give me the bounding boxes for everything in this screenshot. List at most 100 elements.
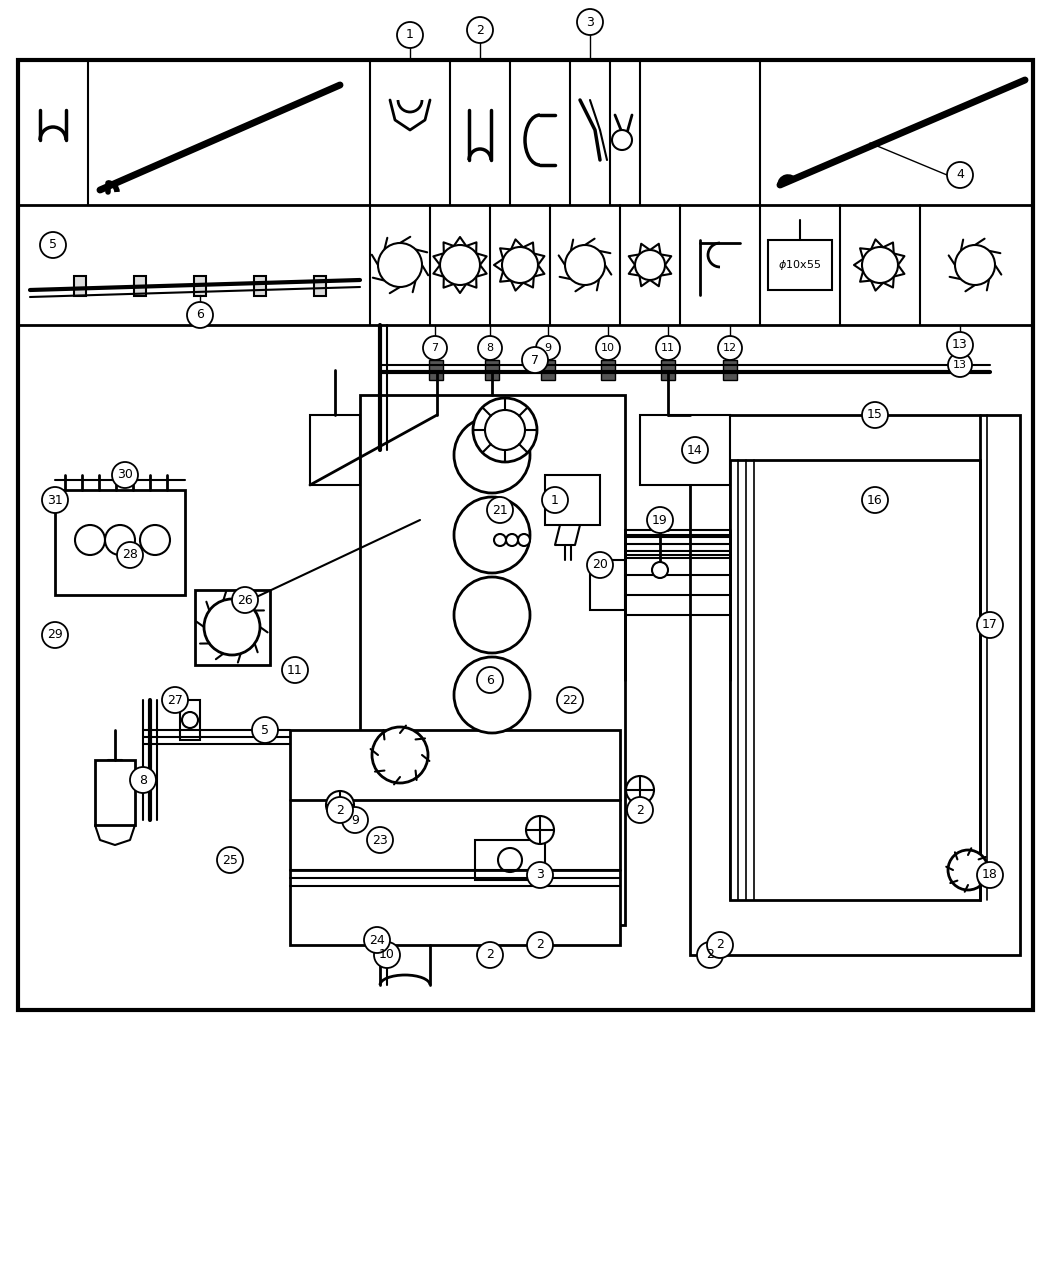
Circle shape [282,657,308,683]
Circle shape [656,337,680,360]
Text: 23: 23 [372,834,387,847]
Bar [690,414,1020,955]
Text: 29: 29 [47,629,63,641]
Text: 26: 26 [237,593,253,607]
Circle shape [556,687,583,713]
Circle shape [862,487,888,513]
Text: 6: 6 [196,309,204,321]
Text: 30: 30 [117,468,133,482]
Bar [180,700,200,739]
Text: 22: 22 [562,694,578,706]
Text: 24: 24 [370,933,385,946]
Circle shape [423,337,447,360]
Circle shape [477,667,503,694]
Bar [314,275,326,296]
Circle shape [718,337,742,360]
Circle shape [140,525,170,555]
Text: 1: 1 [406,28,414,42]
Text: 4: 4 [957,168,964,181]
Circle shape [454,497,530,572]
Circle shape [454,578,530,653]
Circle shape [976,862,1003,887]
Bar [768,240,832,289]
Circle shape [522,347,548,374]
Bar [18,60,1033,1010]
Text: 7: 7 [432,343,439,353]
Circle shape [612,130,632,150]
Circle shape [364,927,390,952]
Circle shape [326,790,354,819]
Circle shape [342,807,368,833]
Circle shape [596,337,620,360]
Text: 13: 13 [953,360,967,370]
Circle shape [378,244,422,287]
Circle shape [454,657,530,733]
Circle shape [502,247,538,283]
Bar [485,360,499,380]
Text: 10: 10 [601,343,615,353]
Circle shape [518,534,530,546]
Circle shape [494,534,506,546]
Text: 25: 25 [222,853,238,867]
Bar [429,360,443,380]
Text: 8: 8 [486,343,494,353]
Bar [134,275,146,296]
Text: 9: 9 [545,343,551,353]
Text: 20: 20 [592,558,608,571]
Bar [590,560,625,609]
Text: 2: 2 [636,803,644,816]
Text: 6: 6 [486,673,494,686]
Text: 5: 5 [261,723,269,737]
Text: 19: 19 [652,514,668,527]
Circle shape [587,552,613,578]
Circle shape [374,942,400,968]
Circle shape [232,586,258,613]
Text: 2: 2 [706,949,714,961]
Circle shape [187,302,213,328]
Circle shape [565,245,605,286]
Text: 3: 3 [586,15,594,28]
Bar [360,395,625,924]
Circle shape [578,9,603,34]
Circle shape [682,437,708,463]
Text: 8: 8 [139,774,147,787]
Text: 2: 2 [476,23,484,37]
Bar [94,760,135,825]
Circle shape [372,727,428,783]
Circle shape [162,687,188,713]
Text: 31: 31 [47,493,63,506]
Circle shape [472,398,537,462]
Text: 28: 28 [122,548,138,561]
Text: 11: 11 [662,343,675,353]
Circle shape [117,542,143,567]
Circle shape [527,862,553,887]
Bar [194,275,206,296]
Circle shape [542,487,568,513]
Circle shape [130,768,156,793]
Bar [290,731,620,945]
Circle shape [527,932,553,958]
Circle shape [947,162,973,187]
Circle shape [697,942,723,968]
Text: $\phi$10x55: $\phi$10x55 [778,258,821,272]
Bar [545,476,600,525]
Bar [254,275,266,296]
Text: 21: 21 [492,504,508,516]
Text: 3: 3 [537,868,544,881]
Circle shape [40,232,66,258]
Circle shape [652,562,668,578]
Text: 27: 27 [167,694,183,706]
Circle shape [252,717,278,743]
Circle shape [506,534,518,546]
Text: 2: 2 [336,803,344,816]
Circle shape [948,850,988,890]
Text: 17: 17 [982,618,997,631]
Circle shape [635,250,665,280]
Bar [195,590,270,666]
Circle shape [487,497,513,523]
Circle shape [477,942,503,968]
Circle shape [42,622,68,648]
Circle shape [204,599,260,655]
Text: 13: 13 [952,338,968,352]
Circle shape [105,525,135,555]
